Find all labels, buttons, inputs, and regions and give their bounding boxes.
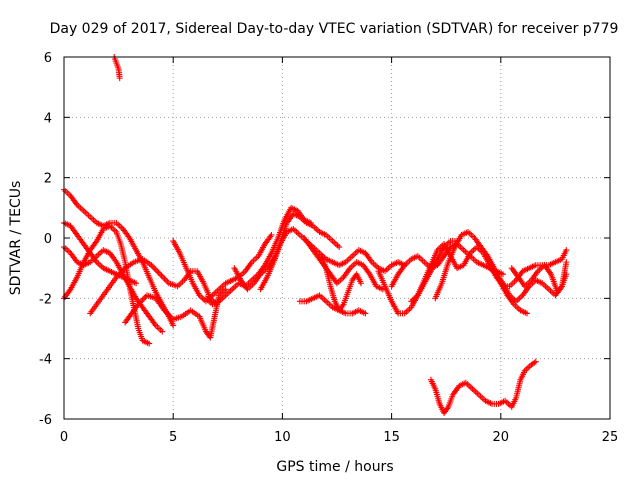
y-tick-label: 6 [44,51,52,66]
data-point [155,269,162,276]
series-arc-t [508,259,570,296]
data-point [524,310,531,317]
data-point [133,280,140,287]
y-tick-label: -2 [39,292,52,307]
data-point [563,259,570,266]
data-point [362,310,369,317]
series-arc-n [296,292,369,317]
series-arc-a [61,186,177,329]
x-tick-label: 10 [274,430,291,445]
series-arc-u [427,358,539,416]
series-arc-f [87,256,220,317]
data-point [160,274,167,281]
y-axis-label: SDTVAR / TECUs [8,181,24,296]
data-point [358,280,365,287]
series-arc-m [318,253,365,314]
data-point [499,271,506,278]
grid-layer [64,57,610,419]
data-point [222,286,229,293]
series-arc-d [61,244,166,335]
data-point [159,328,166,335]
data-point [116,75,123,82]
data-point [157,271,164,278]
y-tick-label: 4 [44,111,52,126]
data-point [532,358,539,365]
data-point [152,266,159,273]
series-arc-i [202,204,314,308]
data-point [151,265,158,272]
data-point [162,277,169,284]
data-point [336,244,343,251]
series-arc-e [111,54,123,82]
data-point [161,275,168,282]
y-tick-label: 2 [44,172,52,187]
data-point [149,263,156,270]
series-arc-k [257,225,408,293]
axis-ticks: 0 5 10 15 20 25 -6 -4 -2 0 2 4 6 [39,51,618,445]
series-arc-g [122,286,229,341]
x-tick-label: 15 [383,430,400,445]
x-axis-label: GPS time / hours [276,459,393,475]
x-tick-label: 25 [602,430,619,445]
data-point [146,340,153,347]
data-marks [61,54,570,416]
y-tick-label: -4 [39,353,52,368]
data-point [158,272,165,279]
x-tick-label: 20 [493,430,510,445]
data-point [170,322,177,329]
data-point [563,247,570,254]
data-point [154,268,161,275]
x-tick-label: 0 [60,430,68,445]
series-arc-c [61,222,153,347]
y-tick-label: -6 [39,413,52,428]
series-arc-j [231,210,343,293]
data-point [268,231,275,238]
y-tick-label: 0 [44,232,52,247]
data-point [379,286,386,293]
chart-title: Day 029 of 2017, Sidereal Day-to-day VTE… [50,21,619,37]
x-tick-label: 5 [169,430,177,445]
